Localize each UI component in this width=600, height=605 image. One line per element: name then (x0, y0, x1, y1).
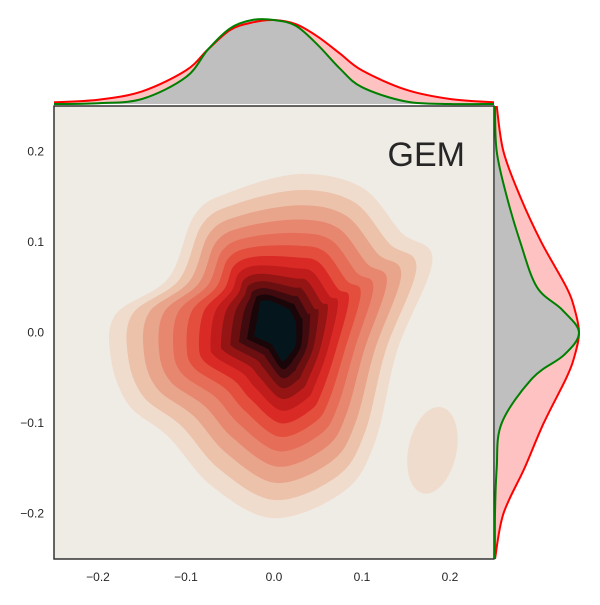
density-secondary-mode (407, 406, 458, 494)
marginal-x-fill-2 (54, 19, 494, 105)
y-tick-label: −0.1 (20, 416, 44, 430)
marginal-x-line-2 (53, 18, 495, 106)
x-tick-label: 0.1 (354, 570, 371, 584)
y-tick-label: 0.0 (27, 326, 44, 340)
density-level-13 (252, 300, 297, 362)
x-tick-label: 0.0 (266, 570, 283, 584)
marginal-y-line-2 (493, 105, 581, 560)
joint-plot-frame (53, 105, 495, 560)
x-tick-label: 0.2 (442, 570, 459, 584)
x-axis-ticks: −0.2 −0.1 0.0 0.1 0.2 (86, 570, 459, 584)
marginal-x-plot (53, 18, 495, 106)
y-tick-label: 0.1 (27, 235, 44, 249)
marginal-y-fill-2 (494, 106, 580, 559)
joint-plot: GEM (53, 105, 495, 560)
x-tick-label: −0.2 (86, 570, 110, 584)
y-tick-label: 0.2 (27, 144, 44, 158)
corner-label: GEM (388, 136, 465, 174)
y-axis-ticks: 0.2 0.1 0.0 −0.1 −0.2 (20, 144, 44, 520)
y-tick-label: −0.2 (20, 507, 44, 521)
density-contours (108, 173, 458, 519)
marginal-y-plot (493, 105, 581, 560)
x-tick-label: −0.1 (174, 570, 198, 584)
